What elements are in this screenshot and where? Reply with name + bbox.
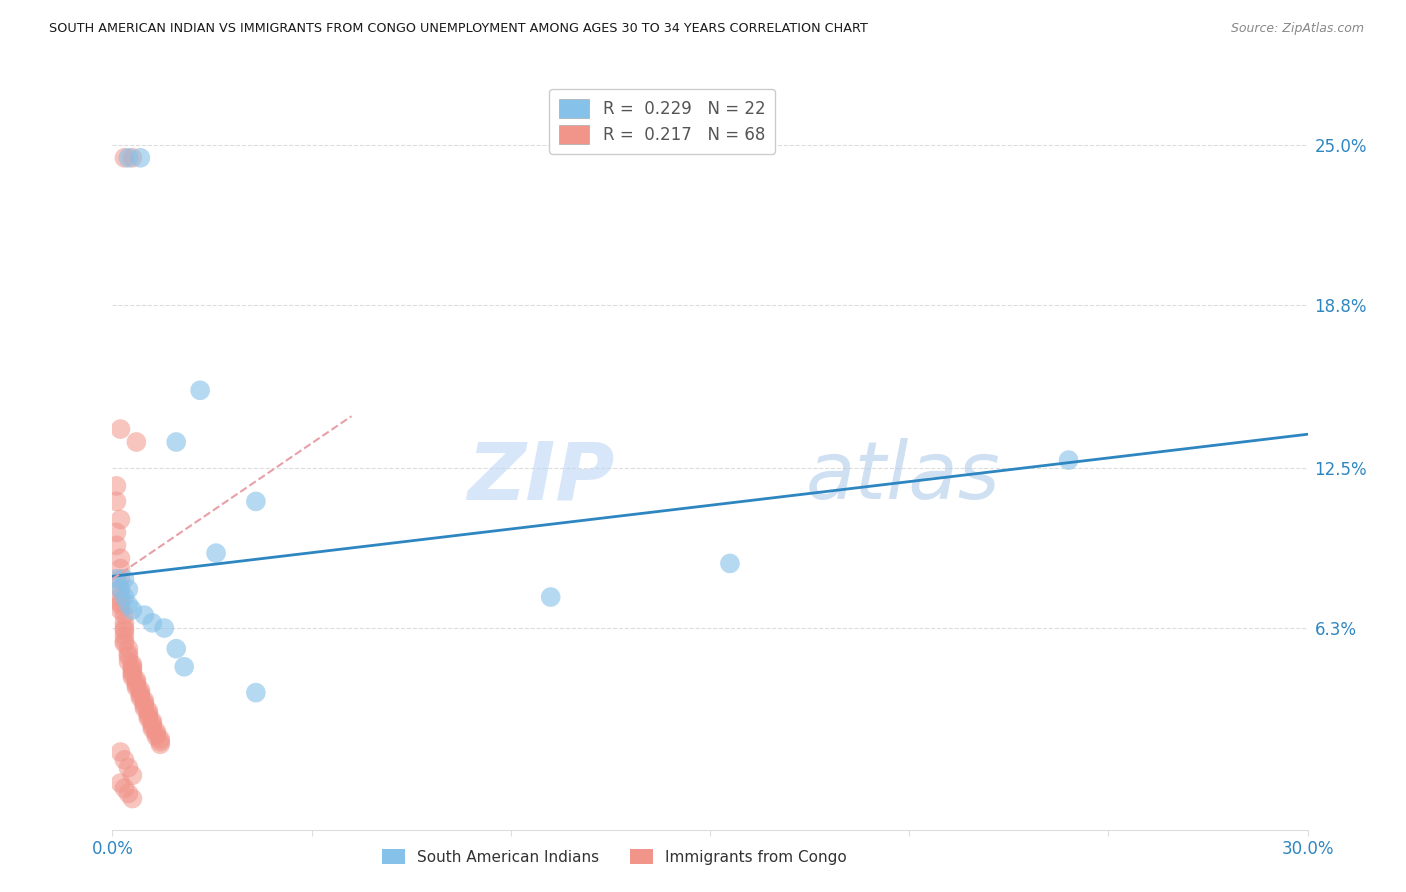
Point bbox=[105, 479, 128, 493]
Point bbox=[114, 636, 135, 650]
Point bbox=[1057, 453, 1080, 467]
Point bbox=[138, 704, 160, 718]
Point bbox=[141, 722, 163, 736]
Point bbox=[121, 151, 143, 165]
Point bbox=[117, 760, 139, 774]
Point bbox=[121, 660, 143, 674]
Point bbox=[105, 525, 128, 540]
Legend: South American Indians, Immigrants from Congo: South American Indians, Immigrants from … bbox=[375, 842, 853, 871]
Text: ZIP: ZIP bbox=[467, 438, 614, 516]
Point bbox=[125, 678, 148, 692]
Point bbox=[114, 590, 135, 604]
Point bbox=[114, 629, 135, 643]
Point bbox=[110, 572, 132, 586]
Point bbox=[114, 624, 135, 638]
Point bbox=[129, 683, 152, 698]
Point bbox=[114, 572, 135, 586]
Point bbox=[141, 716, 163, 731]
Point bbox=[105, 494, 128, 508]
Point bbox=[110, 745, 132, 759]
Point bbox=[134, 693, 156, 707]
Point bbox=[138, 706, 160, 721]
Point bbox=[125, 675, 148, 690]
Text: atlas: atlas bbox=[806, 438, 1001, 516]
Point bbox=[145, 730, 167, 744]
Point bbox=[141, 714, 163, 728]
Point bbox=[149, 732, 172, 747]
Point bbox=[114, 621, 135, 635]
Point bbox=[125, 435, 148, 450]
Point bbox=[141, 719, 163, 733]
Point bbox=[110, 598, 132, 612]
Point bbox=[110, 582, 132, 597]
Point bbox=[245, 494, 267, 508]
Point bbox=[173, 660, 195, 674]
Point bbox=[121, 791, 143, 805]
Point bbox=[105, 538, 128, 552]
Point bbox=[149, 735, 172, 749]
Point bbox=[145, 724, 167, 739]
Point bbox=[540, 590, 562, 604]
Point bbox=[110, 595, 132, 609]
Point bbox=[165, 435, 187, 450]
Point bbox=[125, 673, 148, 687]
Point bbox=[121, 665, 143, 679]
Point bbox=[145, 727, 167, 741]
Point bbox=[110, 561, 132, 575]
Point bbox=[153, 621, 176, 635]
Point bbox=[114, 753, 135, 767]
Point bbox=[205, 546, 228, 560]
Point bbox=[110, 582, 132, 597]
Point bbox=[110, 603, 132, 617]
Point bbox=[134, 608, 156, 623]
Point bbox=[121, 667, 143, 681]
Point bbox=[165, 641, 187, 656]
Point bbox=[129, 690, 152, 705]
Point bbox=[117, 655, 139, 669]
Point bbox=[134, 701, 156, 715]
Point bbox=[117, 582, 139, 597]
Point bbox=[105, 572, 128, 586]
Point bbox=[117, 786, 139, 800]
Point bbox=[149, 737, 172, 751]
Text: SOUTH AMERICAN INDIAN VS IMMIGRANTS FROM CONGO UNEMPLOYMENT AMONG AGES 30 TO 34 : SOUTH AMERICAN INDIAN VS IMMIGRANTS FROM… bbox=[49, 22, 868, 36]
Point bbox=[188, 384, 211, 398]
Point bbox=[121, 603, 143, 617]
Point bbox=[114, 615, 135, 630]
Point bbox=[114, 781, 135, 796]
Point bbox=[134, 698, 156, 713]
Point bbox=[121, 657, 143, 672]
Point bbox=[134, 696, 156, 710]
Point bbox=[114, 634, 135, 648]
Point bbox=[121, 662, 143, 676]
Point bbox=[121, 670, 143, 684]
Point bbox=[129, 688, 152, 702]
Point bbox=[110, 590, 132, 604]
Point bbox=[125, 681, 148, 695]
Point bbox=[110, 512, 132, 526]
Point bbox=[718, 557, 741, 571]
Point bbox=[138, 709, 160, 723]
Point bbox=[117, 641, 139, 656]
Point bbox=[110, 422, 132, 436]
Point bbox=[121, 768, 143, 782]
Point bbox=[110, 776, 132, 790]
Point bbox=[138, 711, 160, 725]
Point bbox=[129, 685, 152, 699]
Point bbox=[110, 551, 132, 566]
Point bbox=[117, 151, 139, 165]
Point bbox=[114, 151, 135, 165]
Point bbox=[141, 615, 163, 630]
Text: Source: ZipAtlas.com: Source: ZipAtlas.com bbox=[1230, 22, 1364, 36]
Point bbox=[129, 151, 152, 165]
Point bbox=[114, 608, 135, 623]
Point bbox=[117, 647, 139, 661]
Point bbox=[117, 649, 139, 664]
Point bbox=[245, 685, 267, 699]
Point bbox=[117, 598, 139, 612]
